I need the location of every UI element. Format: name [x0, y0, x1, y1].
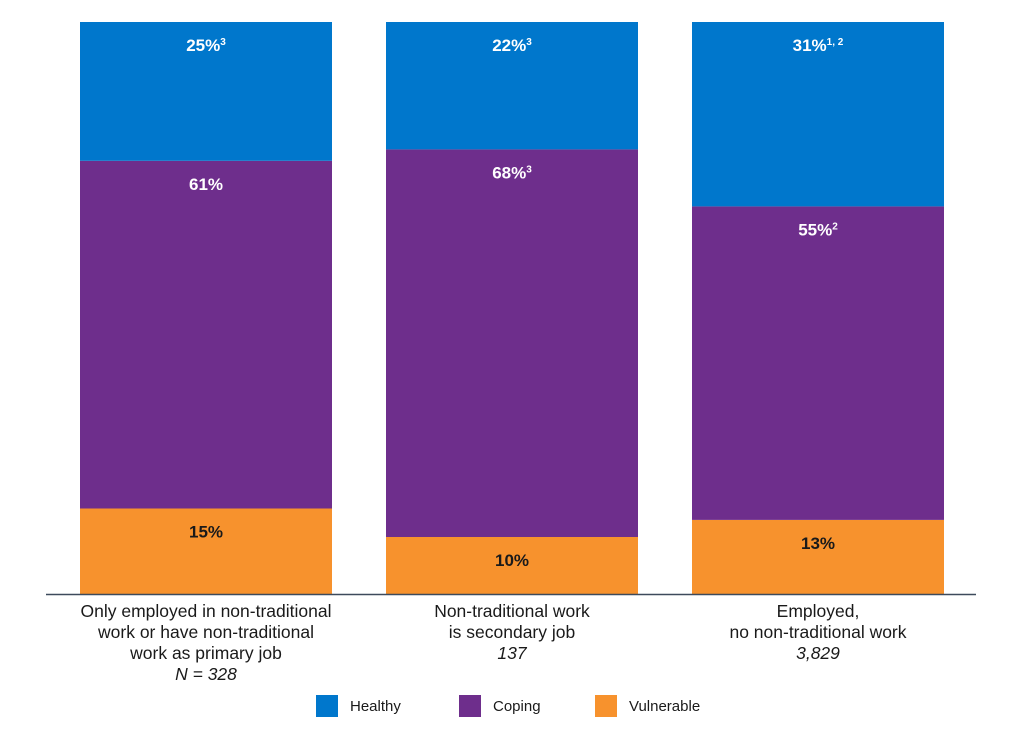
- stacked-bar-chart: 15% 61% 25%3 10% 68%3 22%3 13% 55%2 31%1, 2: [46, 22, 976, 596]
- data-label-healthy-1: 25%3: [186, 36, 226, 55]
- category-label-line: work or have non-traditional: [98, 622, 314, 642]
- legend-item-vulnerable: Vulnerable: [595, 695, 700, 717]
- category-label-line: Only employed in non-traditional: [80, 601, 332, 621]
- bar-coping-3: [692, 206, 944, 520]
- category-label-line: Non-traditional work: [434, 601, 590, 621]
- bar-vulnerable-3: [692, 519, 944, 594]
- bar-coping-2: [386, 149, 638, 537]
- category-label-line: no non-traditional work: [729, 622, 907, 642]
- legend-swatch-healthy: [316, 695, 338, 717]
- legend-label-vulnerable: Vulnerable: [629, 697, 701, 715]
- data-label-coping-1: 61%: [189, 175, 223, 194]
- sample-size-label: N = 328: [175, 664, 237, 684]
- bar-healthy-3: [692, 22, 944, 207]
- category-label-line: is secondary job: [448, 622, 576, 642]
- data-label-vulnerable-3: 13%: [801, 534, 835, 553]
- bar-healthy-1: [80, 22, 332, 161]
- sample-size-label: 137: [497, 643, 527, 663]
- legend-swatch-coping: [459, 695, 481, 717]
- legend-label-coping: Coping: [493, 697, 541, 715]
- data-label-healthy-2: 22%3: [492, 36, 532, 55]
- bar-healthy-2: [386, 22, 638, 150]
- chart-legend: Healthy Coping Vulnerable: [0, 695, 1024, 719]
- sample-size-label: 3,829: [796, 643, 840, 663]
- bar-vulnerable-1: [80, 508, 332, 594]
- legend-label-healthy: Healthy: [350, 697, 401, 715]
- category-label-2: Non-traditional work is secondary job 137: [362, 601, 662, 664]
- legend-item-healthy: Healthy: [316, 695, 401, 717]
- category-label-line: work as primary job: [130, 643, 282, 663]
- category-label-line: Employed,: [776, 601, 860, 621]
- data-label-vulnerable-1: 15%: [189, 523, 223, 542]
- data-label-healthy-3: 31%1, 2: [793, 36, 844, 55]
- legend-swatch-vulnerable: [595, 695, 617, 717]
- bar-vulnerable-2: [386, 537, 638, 594]
- bar-coping-1: [80, 160, 332, 509]
- category-label-1: Only employed in non-traditional work or …: [56, 601, 356, 685]
- data-label-coping-3: 55%2: [798, 220, 838, 239]
- data-label-vulnerable-2: 10%: [495, 551, 529, 570]
- category-label-3: Employed, no non-traditional work 3,829: [668, 601, 968, 664]
- legend-item-coping: Coping: [459, 695, 541, 717]
- data-label-coping-2: 68%3: [492, 163, 532, 182]
